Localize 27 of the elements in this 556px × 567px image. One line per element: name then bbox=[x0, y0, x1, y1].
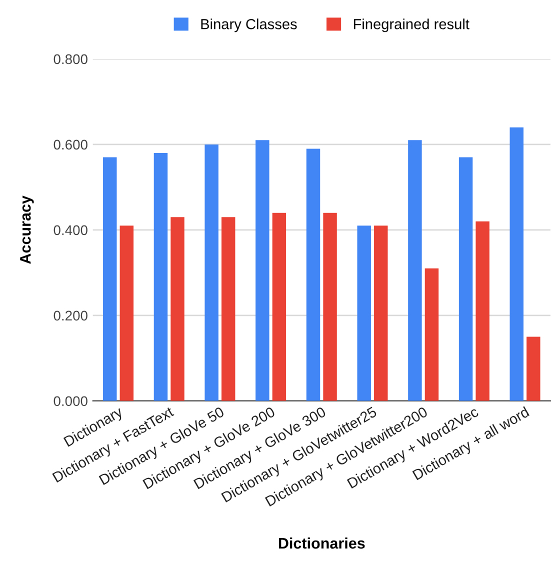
y-tick-label: 0.200 bbox=[54, 310, 88, 321]
bar bbox=[526, 336, 540, 401]
bar bbox=[476, 221, 490, 401]
y-tick-label: 0.400 bbox=[54, 225, 88, 236]
bar bbox=[424, 268, 439, 401]
y-tick-label: 0.000 bbox=[54, 396, 88, 406]
bar bbox=[272, 212, 286, 401]
bar bbox=[458, 157, 473, 401]
bar bbox=[256, 140, 270, 401]
bar bbox=[357, 226, 371, 401]
bar bbox=[120, 226, 134, 401]
bar bbox=[221, 217, 236, 401]
bar bbox=[408, 140, 422, 401]
bar bbox=[170, 217, 184, 401]
bar bbox=[374, 226, 388, 401]
bar bbox=[306, 148, 320, 401]
y-axis-title: Accuracy bbox=[20, 196, 34, 264]
y-tick-label: 0.600 bbox=[54, 140, 88, 150]
bar bbox=[204, 144, 218, 401]
bar bbox=[510, 127, 524, 401]
legend-label: Binary Classes bbox=[201, 18, 297, 32]
bar bbox=[103, 157, 117, 401]
bar bbox=[323, 212, 337, 401]
y-tick-label: 0.800 bbox=[54, 54, 88, 64]
x-axis-title: Dictionaries bbox=[278, 537, 365, 549]
bar bbox=[154, 152, 168, 401]
legend-label: Finegrained result bbox=[354, 18, 470, 32]
